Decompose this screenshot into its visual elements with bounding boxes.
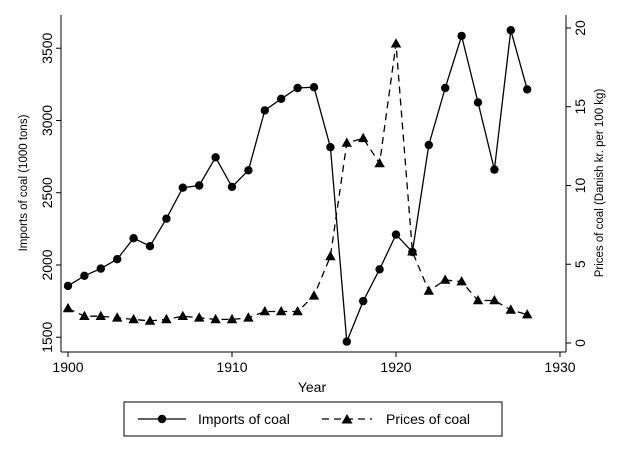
imports-point <box>80 271 89 280</box>
legend: Imports of coal Prices of coal <box>123 401 503 437</box>
prices-point <box>161 313 172 324</box>
imports-point <box>523 85 532 94</box>
imports-point <box>96 264 106 273</box>
imports-point <box>424 140 433 150</box>
imports-point <box>195 181 204 190</box>
prices-point <box>472 295 484 305</box>
imports-point <box>211 153 220 162</box>
prices-point <box>440 274 451 284</box>
prices-point <box>325 250 336 261</box>
x-tick-label: 1910 <box>216 359 247 375</box>
legend-item-prices: Prices of coal <box>322 411 470 427</box>
imports-point <box>129 234 138 243</box>
x-tick-label: 1930 <box>544 359 575 375</box>
imports-point <box>63 281 73 291</box>
legend-marker-circle <box>157 414 167 424</box>
series-layer <box>62 26 533 346</box>
prices-point <box>276 306 287 316</box>
imports-point <box>244 166 253 175</box>
prices-point <box>62 302 74 313</box>
imports-point <box>473 98 483 107</box>
left-tick-label: 1500 <box>39 321 55 352</box>
prices-point <box>210 313 221 324</box>
x-tick-label: 1920 <box>380 359 411 375</box>
x-axis-ticks: 1900 1910 1920 1930 <box>52 352 576 375</box>
prices-point <box>292 306 303 316</box>
prices-point <box>177 310 188 320</box>
imports-point <box>441 83 450 93</box>
left-tick-label: 3500 <box>39 32 55 63</box>
prices-point <box>226 313 238 324</box>
right-tick-label: 20 <box>572 20 588 36</box>
right-tick-label: 5 <box>572 260 588 268</box>
imports-point <box>375 265 384 274</box>
prices-point <box>489 295 500 305</box>
prices-point <box>456 276 467 286</box>
legend-item-imports: Imports of coal <box>138 411 290 427</box>
x-tick-label: 1900 <box>52 359 83 375</box>
imports-point <box>490 165 499 174</box>
right-tick-label: 10 <box>572 178 588 194</box>
legend-box <box>123 401 503 437</box>
prices-point <box>112 312 123 322</box>
prices-point <box>194 312 205 322</box>
right-axis-label: Prices of coal (Danish kr. per 100 kg) <box>594 89 606 278</box>
plot-area: 1900 1910 1920 1930 1500 2000 2500 3000 3500 0 5… <box>39 15 588 375</box>
imports-point <box>293 83 302 93</box>
prices-point <box>390 38 402 48</box>
imports-point <box>391 230 401 239</box>
prices-point <box>79 310 90 320</box>
imports-point <box>326 143 335 152</box>
imports-point <box>457 31 466 41</box>
prices-point <box>259 306 270 316</box>
right-tick-label: 0 <box>572 339 588 347</box>
prices-point <box>341 137 352 147</box>
prices-point <box>505 304 516 314</box>
right-tick-label: 15 <box>572 99 588 115</box>
imports-point <box>145 242 155 251</box>
prices-point <box>358 132 369 143</box>
imports-point <box>359 296 368 306</box>
imports-point <box>162 214 171 223</box>
prices-point <box>308 290 320 300</box>
prices-point <box>423 285 434 295</box>
imports-point <box>178 183 187 192</box>
left-axis-ticks: 1500 2000 2500 3000 3500 <box>39 32 61 353</box>
left-tick-label: 2500 <box>39 177 55 208</box>
prices-point <box>522 309 533 319</box>
prices-point <box>128 313 139 324</box>
prices-point <box>243 312 254 322</box>
prices-point <box>95 310 106 320</box>
legend-marker-triangle <box>341 414 353 424</box>
imports-point <box>277 94 286 104</box>
x-axis-label: Year <box>298 379 327 395</box>
imports-point <box>227 182 237 192</box>
left-axis-label: Imports of coal (1000 tons) <box>18 114 30 251</box>
legend-label-prices: Prices of coal <box>386 411 470 427</box>
prices-point <box>374 157 385 168</box>
right-axis-ticks: 0 5 10 15 20 <box>566 20 588 347</box>
prices-point <box>144 315 156 325</box>
left-tick-label: 3000 <box>39 105 55 136</box>
legend-label-imports: Imports of coal <box>198 411 290 427</box>
imports-point <box>309 83 319 92</box>
imports-point <box>342 337 351 346</box>
left-tick-label: 2000 <box>39 249 55 280</box>
imports-point <box>260 106 269 115</box>
prices-point <box>407 246 418 256</box>
imports-point <box>113 255 122 264</box>
imports-point <box>506 26 515 35</box>
